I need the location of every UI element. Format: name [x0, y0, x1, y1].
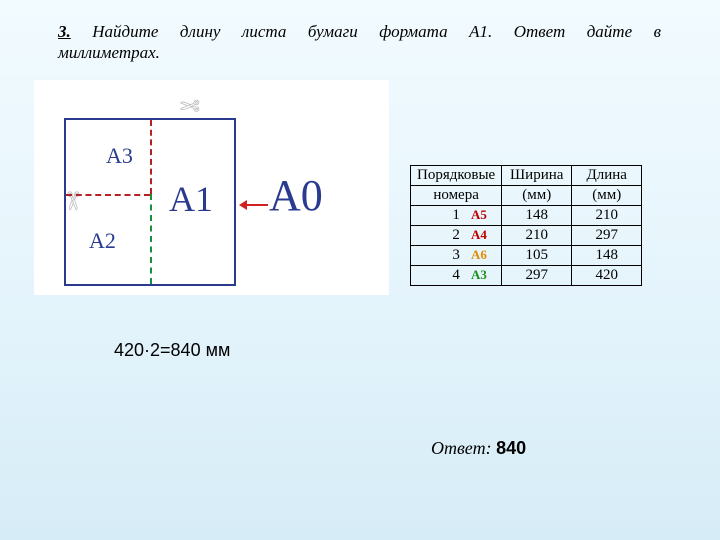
- th-width2: (мм): [502, 186, 572, 206]
- table-row: 4 А3 297 420: [411, 266, 642, 286]
- row-label: А4: [471, 227, 487, 243]
- row-width: 105: [502, 246, 572, 266]
- a2-dash-line: [66, 194, 150, 196]
- table-row: 2 А4 210 297: [411, 226, 642, 246]
- th-num: Порядковые: [411, 166, 502, 186]
- a1-dash-line: [150, 120, 152, 194]
- th-len2: (мм): [572, 186, 642, 206]
- task-text: 3. Найдите длину листа бумаги формата А1…: [58, 20, 661, 44]
- label-a3: А3: [106, 143, 133, 169]
- row-label: А3: [471, 267, 487, 283]
- label-a2: А2: [89, 228, 116, 254]
- row-len: 420: [572, 266, 642, 286]
- row-len: 210: [572, 206, 642, 226]
- row-label: А6: [471, 247, 487, 263]
- th-num2: номера: [411, 186, 502, 206]
- row-label: А5: [471, 207, 487, 223]
- row-num: 1: [452, 207, 460, 223]
- row-len: 297: [572, 226, 642, 246]
- th-width: Ширина: [502, 166, 572, 186]
- calculation: 420·2=840 мм: [114, 340, 230, 361]
- row-width: 210: [502, 226, 572, 246]
- th-len: Длина: [572, 166, 642, 186]
- label-a1: А1: [169, 178, 213, 220]
- answer-label: Ответ:: [431, 438, 492, 458]
- task-line2: миллиметрах.: [58, 43, 160, 63]
- answer-value: 840: [496, 438, 526, 458]
- arrow-icon: [242, 204, 268, 206]
- task-number: 3.: [58, 22, 71, 41]
- row-num: 2: [452, 227, 460, 243]
- diagram: ✄ ✄ А3 А2 А1 А0: [34, 80, 389, 295]
- row-width: 297: [502, 266, 572, 286]
- green-dash-line: [150, 194, 152, 284]
- row-width: 148: [502, 206, 572, 226]
- answer: Ответ: 840: [431, 438, 526, 459]
- scissor-top-icon: ✄: [180, 90, 200, 119]
- table-row: 3 А6 105 148: [411, 246, 642, 266]
- task-line1: Найдите длину листа бумаги формата А1. О…: [92, 22, 661, 41]
- paper-size-table: Порядковые Ширина Длина номера (мм) (мм)…: [410, 165, 642, 286]
- row-len: 148: [572, 246, 642, 266]
- label-a0: А0: [269, 170, 323, 221]
- table-row: 1 А5 148 210: [411, 206, 642, 226]
- row-num: 4: [452, 267, 460, 283]
- row-num: 3: [452, 247, 460, 263]
